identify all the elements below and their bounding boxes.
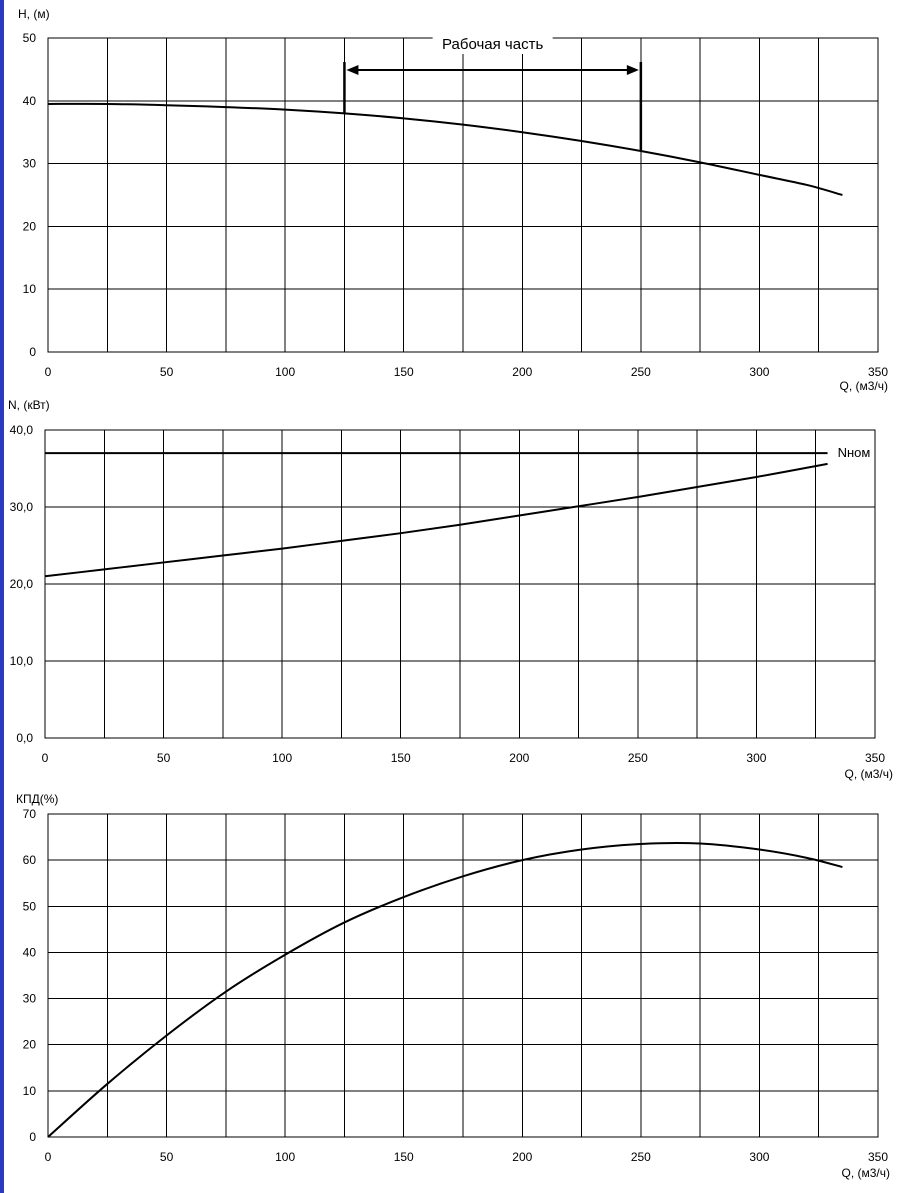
head-x-tick-label: 250 bbox=[631, 365, 651, 379]
power-series-line-0 bbox=[44, 462, 828, 578]
power-x-axis-label: Q, (м3/ч) bbox=[844, 767, 893, 781]
head-x-tick-label: 300 bbox=[749, 365, 769, 379]
head-x-axis-label: Q, (м3/ч) bbox=[839, 379, 888, 393]
power-y-tick-label: 10,0 bbox=[10, 654, 34, 668]
power-nominal-power-label: Nном bbox=[838, 445, 871, 460]
efficiency-y-axis-label: КПД(%) bbox=[16, 792, 58, 806]
power-y-tick-label: 40,0 bbox=[10, 423, 34, 437]
head-series-line-0 bbox=[47, 102, 843, 196]
efficiency-y-tick-label: 30 bbox=[23, 992, 37, 1006]
efficiency-x-tick-label: 200 bbox=[512, 1150, 532, 1164]
power-x-tick-label: 200 bbox=[509, 751, 529, 765]
efficiency-y-tick-label: 20 bbox=[23, 1038, 37, 1052]
power-x-tick-label: 150 bbox=[391, 751, 411, 765]
head-y-axis-label: H, (м) bbox=[18, 7, 50, 21]
window-edge-bar bbox=[0, 0, 4, 1193]
power-x-tick-label: 250 bbox=[628, 751, 648, 765]
head-y-tick-label: 30 bbox=[23, 157, 37, 171]
efficiency-y-tick-label: 70 bbox=[23, 807, 37, 821]
efficiency-y-tick-label: 40 bbox=[23, 945, 37, 959]
efficiency-plot-frame bbox=[47, 813, 879, 1138]
power-x-tick-label: 300 bbox=[746, 751, 766, 765]
power-y-tick-label: 30,0 bbox=[10, 500, 34, 514]
head-y-tick-label: 50 bbox=[23, 31, 37, 45]
efficiency-y-tick-label: 50 bbox=[23, 899, 37, 913]
working-range-label: Рабочая часть bbox=[442, 36, 543, 53]
efficiency-x-tick-label: 0 bbox=[45, 1150, 52, 1164]
power-x-tick-label: 350 bbox=[865, 751, 885, 765]
head-x-tick-label: 200 bbox=[512, 365, 532, 379]
head-x-tick-label: 150 bbox=[394, 365, 414, 379]
head-y-tick-label: 10 bbox=[23, 282, 37, 296]
efficiency-x-tick-label: 250 bbox=[631, 1150, 651, 1164]
efficiency-y-tick-label: 60 bbox=[23, 853, 37, 867]
efficiency-series-line-0 bbox=[47, 842, 843, 1138]
head-y-tick-label: 0 bbox=[29, 345, 36, 359]
power-x-tick-label: 0 bbox=[42, 751, 49, 765]
head-x-tick-label: 50 bbox=[160, 365, 174, 379]
power-y-tick-label: 20,0 bbox=[10, 577, 34, 591]
efficiency-x-tick-label: 50 bbox=[160, 1150, 174, 1164]
efficiency-x-tick-label: 300 bbox=[749, 1150, 769, 1164]
working-range-arrowhead-left bbox=[346, 65, 359, 75]
power-x-tick-label: 50 bbox=[157, 751, 171, 765]
head-x-tick-label: 100 bbox=[275, 365, 295, 379]
head-y-tick-label: 40 bbox=[23, 94, 37, 108]
working-range-label-bg bbox=[432, 32, 553, 54]
efficiency-x-tick-label: 100 bbox=[275, 1150, 295, 1164]
efficiency-x-axis-label: Q, (м3/ч) bbox=[841, 1166, 890, 1180]
efficiency-y-tick-label: 0 bbox=[29, 1130, 36, 1144]
power-plot-frame bbox=[44, 429, 876, 739]
power-x-tick-label: 100 bbox=[272, 751, 292, 765]
head-x-tick-label: 0 bbox=[45, 365, 52, 379]
power-y-axis-label: N, (кВт) bbox=[8, 398, 50, 412]
efficiency-y-tick-label: 10 bbox=[23, 1084, 37, 1098]
head-y-tick-label: 20 bbox=[23, 219, 37, 233]
efficiency-x-tick-label: 350 bbox=[868, 1150, 888, 1164]
working-range-arrowhead-right bbox=[626, 65, 639, 75]
head-x-tick-label: 350 bbox=[868, 365, 888, 379]
power-y-tick-label: 0,0 bbox=[16, 731, 33, 745]
efficiency-x-tick-label: 150 bbox=[394, 1150, 414, 1164]
